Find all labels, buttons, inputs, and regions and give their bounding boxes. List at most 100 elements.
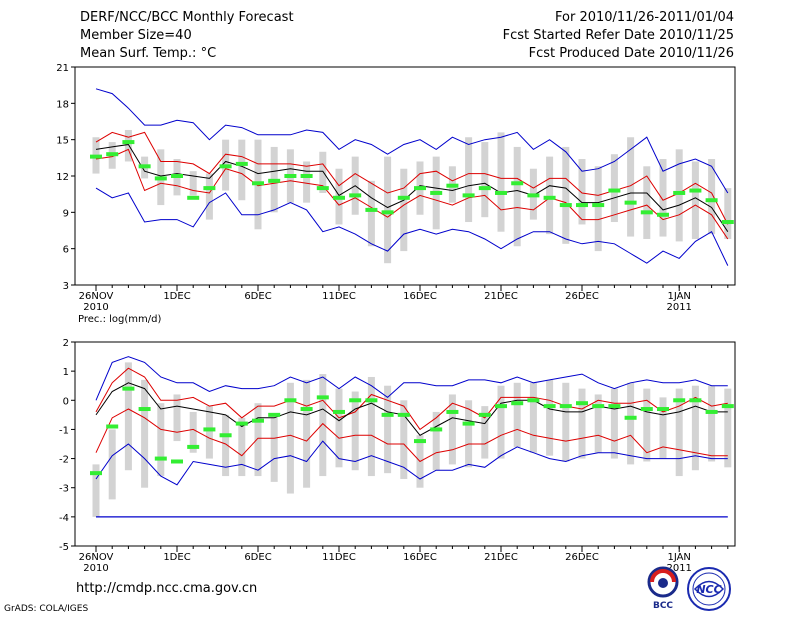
- spread-bar: [497, 132, 505, 232]
- x-tick-label: 26NOV: [79, 552, 114, 563]
- median-marker: [300, 174, 313, 178]
- median-marker: [495, 190, 507, 195]
- x-tick-label: 26DEC: [565, 291, 599, 302]
- series-line-lower: [95, 148, 729, 240]
- series-line-min: [95, 187, 729, 266]
- median-marker: [138, 164, 151, 169]
- median-marker: [576, 401, 588, 406]
- median-marker: [365, 398, 378, 403]
- median-marker: [430, 427, 443, 432]
- median-marker: [673, 190, 686, 195]
- spread-bar: [691, 161, 699, 239]
- spread-bar: [254, 403, 262, 477]
- spread-bar: [578, 159, 586, 225]
- median-marker: [592, 203, 605, 208]
- spread-bar: [92, 464, 100, 517]
- median-marker: [527, 398, 540, 403]
- spread-bar: [546, 379, 554, 456]
- x-year-label: 2010: [83, 302, 108, 313]
- spread-bar: [546, 156, 554, 235]
- median-marker: [527, 193, 540, 198]
- panel-title: Prec.: log(mm/d): [78, 314, 161, 325]
- median-marker: [543, 195, 556, 200]
- median-marker: [511, 401, 524, 406]
- ncc-logo: NCC: [687, 567, 731, 611]
- y-tick-label: 1: [63, 367, 69, 378]
- series-line-min: [95, 440, 728, 486]
- median-marker: [462, 421, 475, 426]
- median-marker: [122, 140, 135, 145]
- median-marker: [559, 203, 572, 208]
- spread-bar: [222, 414, 230, 477]
- median-marker: [624, 415, 637, 420]
- median-marker: [268, 178, 281, 183]
- spread-bar: [562, 382, 570, 462]
- median-marker: [203, 427, 216, 432]
- spread-bar: [724, 388, 732, 468]
- spread-bar: [351, 391, 359, 471]
- footer-url[interactable]: http://cmdp.ncc.cma.gov.cn: [76, 581, 258, 596]
- y-tick-label: 6: [63, 245, 69, 256]
- spread-bar: [708, 385, 716, 462]
- spread-bar: [594, 394, 602, 453]
- median-marker: [171, 174, 183, 178]
- median-marker: [592, 404, 605, 409]
- median-marker: [235, 161, 248, 166]
- y-tick-label: 18: [56, 99, 69, 110]
- spread-bar: [627, 137, 635, 237]
- series-line-mean: [95, 143, 729, 232]
- x-year-label: 2011: [666, 563, 691, 574]
- median-marker: [316, 186, 329, 191]
- spread-bar: [238, 139, 246, 201]
- spread-bar: [303, 379, 311, 488]
- x-tick-label: 26NOV: [79, 291, 114, 302]
- spread-bar: [594, 166, 602, 252]
- spread-bar: [465, 137, 473, 223]
- median-marker: [478, 186, 491, 191]
- ncc-logo-text: NCC: [696, 583, 721, 596]
- x-tick-label: 21DEC: [484, 291, 518, 302]
- x-tick-label: 16DEC: [403, 552, 437, 563]
- spread-bar: [578, 388, 586, 459]
- spread-bar: [610, 388, 618, 459]
- series-line-upper: [95, 131, 729, 225]
- y-tick-label: 0: [63, 396, 69, 407]
- spread-bar: [335, 388, 343, 468]
- spread-bar: [173, 394, 181, 442]
- series-line-lower: [95, 408, 728, 463]
- median-marker: [721, 404, 734, 409]
- spread-bar: [627, 382, 635, 465]
- y-tick-label: 2: [63, 338, 69, 349]
- y-tick-label: -4: [59, 513, 69, 524]
- spread-bar: [432, 411, 440, 471]
- median-marker: [154, 176, 167, 181]
- median-marker: [657, 407, 669, 412]
- median-marker: [478, 412, 491, 417]
- median-marker: [397, 412, 410, 417]
- member-size-label: Member Size=40: [80, 28, 192, 43]
- median-marker: [446, 409, 459, 414]
- median-marker: [365, 207, 378, 212]
- spread-bar: [367, 376, 375, 477]
- median-marker: [203, 186, 216, 191]
- x-tick-label: 1DEC: [163, 291, 190, 302]
- median-marker: [122, 386, 135, 391]
- x-tick-label: 11DEC: [322, 552, 356, 563]
- spread-bar: [157, 403, 165, 477]
- spread-bar: [205, 173, 213, 220]
- temperature-panel: 3 6 9 12 15 18 21 26NOV 1DEC 6DEC 11DEC 16DEC 21DEC 2…: [56, 63, 736, 313]
- spread-bar: [270, 417, 278, 482]
- spread-bar: [400, 168, 408, 252]
- spread-bar: [643, 166, 651, 239]
- median-marker: [316, 395, 329, 400]
- spread-bar: [691, 385, 699, 471]
- x-tick-label: 1JAN: [667, 552, 690, 563]
- y-tick-label: 21: [56, 63, 69, 74]
- median-marker: [187, 195, 200, 200]
- median-marker: [284, 398, 297, 403]
- median-marker: [430, 190, 443, 195]
- series-line-mean: [95, 382, 728, 436]
- median-marker: [495, 404, 507, 409]
- median-marker: [138, 407, 151, 412]
- median-marker: [381, 210, 394, 215]
